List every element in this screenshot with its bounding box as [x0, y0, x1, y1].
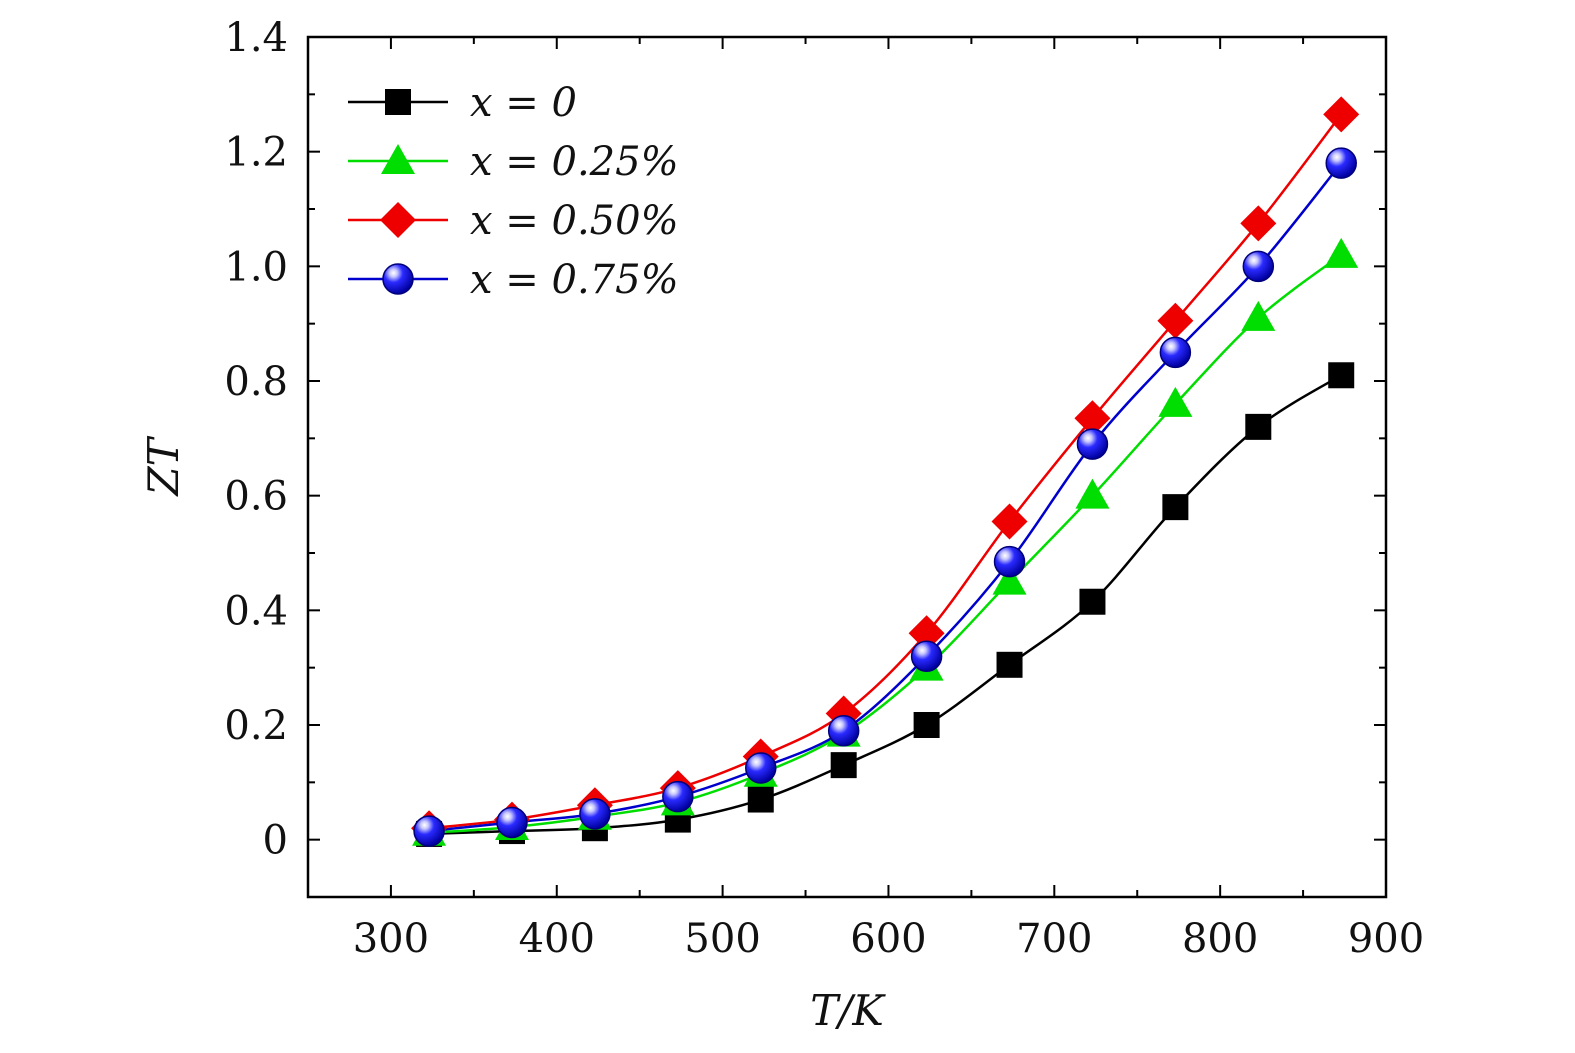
data-point-x-0-75pct: [579, 798, 611, 830]
x-tick-label: 800: [1182, 916, 1258, 962]
legend-marker: [382, 263, 414, 295]
y-axis-title: ZT: [139, 435, 188, 497]
data-point-x-0: [913, 712, 940, 738]
data-point-x-0-25pct: [1075, 478, 1110, 509]
y-tick-label: 0.8: [224, 359, 288, 405]
x-axis-title: T/K: [810, 986, 886, 1035]
legend-label: x = 0: [470, 80, 577, 126]
y-tick-label: 0.2: [224, 703, 288, 749]
data-point-x-0-50pct: [1074, 400, 1111, 437]
legend-marker: [385, 89, 411, 115]
data-point-x-0-25pct: [1324, 237, 1359, 268]
data-point-x-0: [1328, 362, 1355, 389]
data-point-x-0: [1245, 413, 1272, 440]
axis-ticks: 300 400 500 600 700 800 900 0 0.2 0.4 0.6 0.8 1.0 1.2…: [224, 15, 1424, 962]
legend: x = 0 x = 0.25% x = 0.50% x = 0.75%: [348, 80, 679, 303]
data-point-x-0: [1162, 494, 1189, 521]
y-tick-label: 1.0: [224, 244, 288, 290]
data-point-x-0-75pct: [827, 714, 860, 747]
data-point-x-0-75pct: [662, 780, 694, 813]
data-point-x-0-75pct: [910, 640, 943, 672]
data-point-x-0: [1079, 588, 1106, 615]
data-point-x-0-75pct: [1159, 336, 1192, 369]
data-point-x-0-50pct: [1240, 205, 1277, 242]
legend-label: x = 0.25%: [470, 139, 679, 185]
x-tick-label: 500: [684, 916, 760, 962]
data-point-x-0-50pct: [1157, 302, 1194, 339]
x-tick-label: 600: [850, 916, 926, 962]
y-tick-label: 0: [263, 818, 288, 864]
y-tick-label: 1.4: [224, 15, 288, 61]
x-tick-label: 900: [1348, 916, 1424, 962]
data-point-x-0-75pct: [1242, 250, 1275, 283]
data-point-x-0: [747, 786, 774, 813]
data-point-x-0-75pct: [993, 545, 1026, 578]
y-tick-label: 1.2: [224, 130, 288, 176]
data-point-x-0-50pct: [991, 503, 1028, 540]
legend-marker: [381, 144, 415, 174]
data-point-x-0: [996, 651, 1023, 678]
data-point-x-0-25pct: [1241, 300, 1276, 331]
data-point-x-0-25pct: [1158, 386, 1193, 417]
series-markers: [411, 96, 1360, 847]
data-point-x-0-25pct: [992, 564, 1027, 595]
data-point-x-0-50pct: [908, 615, 945, 652]
legend-marker: [380, 202, 416, 238]
data-point-x-0-75pct: [496, 806, 528, 839]
x-tick-label: 400: [519, 916, 595, 962]
data-point-x-0-75pct: [1076, 428, 1109, 460]
legend-label: x = 0.75%: [470, 257, 679, 303]
x-tick-label: 300: [353, 916, 429, 962]
series-line-x-0: [429, 374, 1342, 836]
plot-frame: [306, 35, 1388, 899]
data-point-x-0-75pct: [1325, 147, 1357, 179]
y-tick-label: 0.4: [224, 588, 288, 634]
data-point-x-0-50pct: [1323, 96, 1360, 133]
data-point-x-0: [830, 752, 857, 779]
data-point-x-0-75pct: [745, 752, 777, 784]
y-tick-label: 0.6: [224, 474, 288, 520]
x-tick-label: 700: [1016, 916, 1092, 962]
legend-label: x = 0.50%: [470, 198, 679, 244]
data-point-x-0-75pct: [413, 815, 445, 847]
